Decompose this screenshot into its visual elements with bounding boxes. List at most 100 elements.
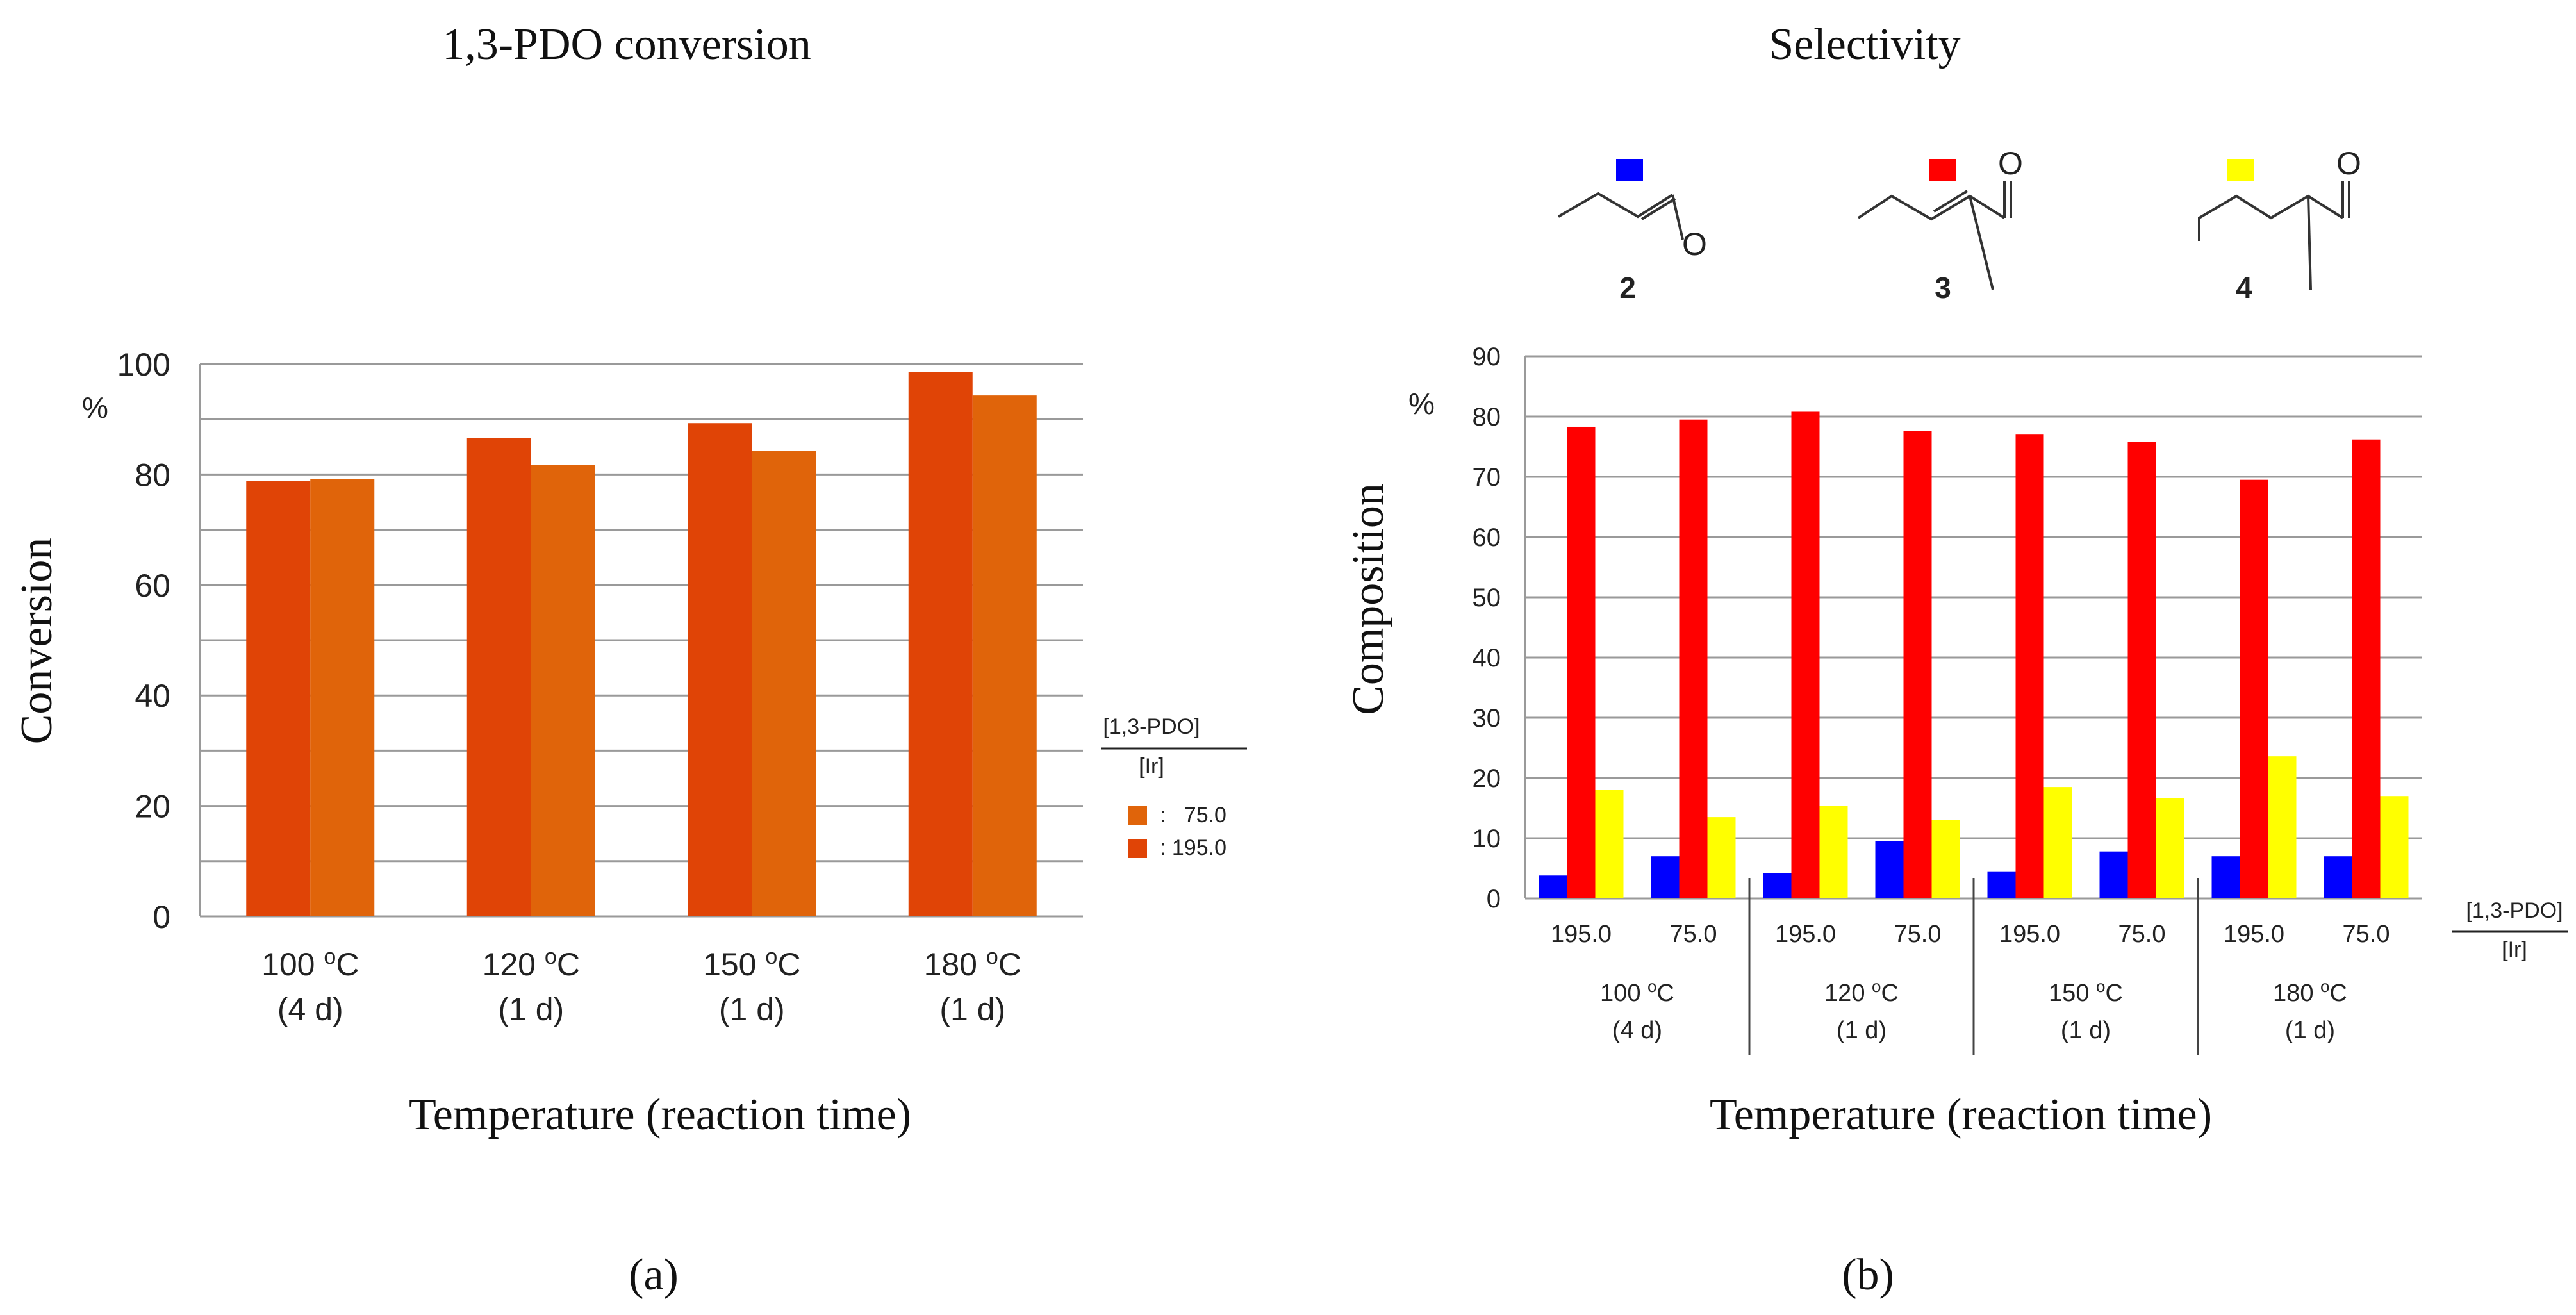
bar [2380,796,2409,898]
y-tick-label: 40 [1473,644,1501,672]
y-tick-label: 0 [1487,885,1501,913]
x-tick-time: (1 d) [939,991,1005,1027]
panel-b: Selectivity O 2 O 3 [1344,20,2568,1300]
x-tick-temperature: 120 oC [483,945,580,982]
y-tick-label: 90 [1473,343,1501,371]
x-tick-time: (4 d) [277,991,343,1027]
group-time: (1 d) [2285,1017,2335,1044]
bar [688,423,752,916]
group-temperature: 150 oC [2049,977,2123,1007]
panel-b-bars [1539,411,2409,898]
bar [2324,856,2352,898]
panel-b-group-separators [1748,878,2199,1055]
panel-b-yticks: 0 10 20 30 40 50 60 70 80 90 [1473,343,1501,913]
panel-a-y-unit: % [82,391,108,424]
group-time: (1 d) [2061,1017,2111,1044]
group-temperature: 120 oC [1824,977,1899,1007]
y-tick-label: 0 [153,899,170,935]
legend-swatch-3 [1929,159,1956,181]
bar [2043,787,2072,898]
legend-ratio-numerator: [1,3-PDO] [1103,715,1200,739]
legend-ratio-denominator: [Ir] [1139,754,1164,779]
legend-swatch-195 [1128,839,1147,858]
panel-b-title: Selectivity [1769,20,1960,69]
bar [908,372,973,916]
structure-compound-2-icon [1557,192,1684,240]
panel-a-caption: (a) [629,1250,679,1300]
bar [1707,817,1736,898]
bar [972,395,1037,916]
bar [1931,820,1960,898]
bar [1539,875,1567,898]
y-tick-label: 20 [1473,765,1501,793]
bar [2127,442,2156,898]
x-tick-ratio: 195.0 [1551,921,1612,948]
panel-a-x-axis-label: Temperature (reaction time) [409,1090,911,1139]
ratio-axis-numerator: [1,3-PDO] [2466,898,2563,923]
x-tick-temperature: 100 oC [261,945,359,982]
y-tick-label: 60 [1473,524,1501,552]
panel-a-bars [246,372,1037,916]
legend-swatch-2 [1616,159,1643,181]
group-time: (1 d) [1837,1017,1887,1044]
panel-b-x-axis-label: Temperature (reaction time) [1710,1090,2212,1139]
ratio-axis-denominator: [Ir] [2502,938,2527,962]
y-tick-label: 70 [1473,463,1501,492]
bar [1595,790,1624,898]
x-tick-time: (1 d) [719,991,785,1027]
panel-a: 1,3-PDO conversion 0 20 40 60 80 100 100 oC (4… [12,20,1247,1300]
bar [1875,841,1904,898]
bar [246,481,311,916]
panel-a-xlabels: 100 oC (4 d) 120 oC (1 d) 150 oC (1 d) 180 oC (… [261,945,1021,1027]
x-tick-ratio: 75.0 [2343,921,2390,948]
y-tick-label: 100 [117,347,170,383]
x-tick-ratio: 195.0 [1775,921,1836,948]
bar [2352,439,2381,898]
structure-compound-4-icon [2198,181,2350,290]
compound-4-oxygen: O [2336,145,2361,181]
y-tick-label: 60 [135,568,170,604]
group-temperature: 180 oC [2273,977,2347,1007]
panel-b-y-unit: % [1408,387,1435,420]
legend-label-75: : 75.0 [1160,803,1226,827]
bar [2015,434,2044,898]
group-time: (4 d) [1612,1017,1662,1044]
x-tick-ratio: 75.0 [1894,921,1942,948]
panel-a-title: 1,3-PDO conversion [442,20,811,69]
legend-swatch-75 [1128,806,1147,825]
legend-swatch-4 [2227,159,2254,181]
panel-b-legend: O 2 O 3 O 4 [1557,145,2361,304]
x-tick-ratio: 195.0 [1999,921,2060,948]
panel-a-y-axis-label: Conversion [12,538,62,745]
y-tick-label: 20 [135,789,170,825]
bar [310,479,375,916]
bar [1567,426,1596,898]
y-tick-label: 80 [135,457,170,493]
bar [1819,806,1848,898]
y-tick-label: 50 [1473,584,1501,612]
x-tick-temperature: 180 oC [924,945,1021,982]
panel-b-y-axis-label: Composition [1344,483,1393,715]
bar [1679,419,1708,898]
panel-a-yticks: 0 20 40 60 80 100 [117,347,170,935]
bar [466,438,531,916]
panel-b-group-labels: 100 oC (4 d) 120 oC (1 d) 150 oC (1 d) 180 oC (… [1600,977,2347,1044]
compound-4-label: 4 [2236,271,2252,304]
compound-3-oxygen: O [1998,145,2023,181]
y-tick-label: 10 [1473,825,1501,853]
bar [2156,798,2184,898]
structure-compound-3-icon [1857,181,2012,290]
y-tick-label: 80 [1473,403,1501,431]
panel-b-ratio-labels: 195.0 75.0 195.0 75.0 195.0 75.0 195.0 75.0 [1551,921,2390,948]
bar [1791,411,1820,898]
bar [2240,479,2268,898]
x-tick-temperature: 150 oC [703,945,800,982]
bar [1987,871,2016,898]
bar [1651,856,1680,898]
bar [752,451,816,916]
bar [2268,756,2297,898]
panel-b-caption: (b) [1842,1250,1894,1300]
compound-3-label: 3 [1935,271,1951,304]
legend-label-195: : 195.0 [1160,836,1226,860]
